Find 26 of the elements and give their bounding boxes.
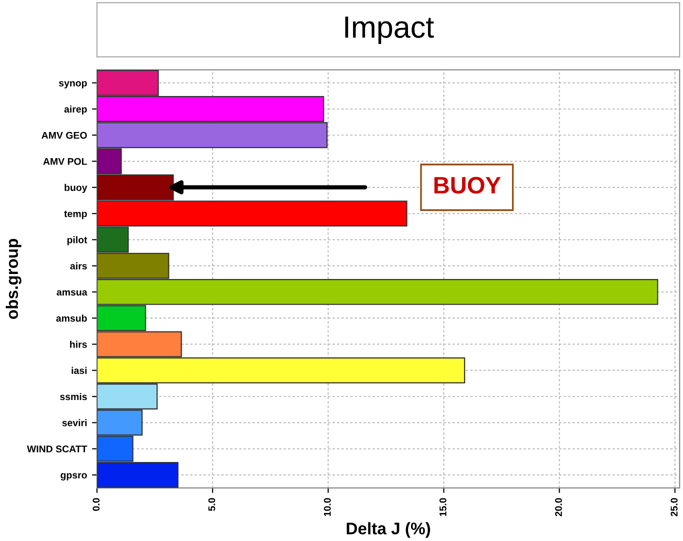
- y-tick-label: iasi: [72, 366, 87, 374]
- y-tick-label: gpsro: [60, 473, 87, 480]
- y-tick-label: amsua: [56, 290, 88, 296]
- x-tick-label: 5.0: [208, 498, 216, 511]
- y-tick-label: airep: [64, 105, 87, 115]
- y-tick-label: AMV POL: [43, 158, 87, 165]
- x-tick-label: 15.0: [439, 498, 446, 516]
- y-tick-label: hirs: [70, 340, 87, 348]
- y-tick-label: airs: [70, 262, 87, 270]
- x-tick-label: 20.0: [555, 498, 562, 516]
- y-tick-label: temp: [64, 210, 87, 220]
- y-tick-label: AMV GEO: [42, 132, 87, 139]
- annotation: BUOY: [434, 176, 501, 194]
- x-axis-title: Delta J (%): [346, 522, 430, 538]
- x-tick-label: 10.0: [324, 498, 331, 516]
- y-tick-label: ssmis: [60, 392, 87, 400]
- x-tick-label: 25.0: [670, 498, 678, 516]
- y-tick-label: buoy: [64, 184, 88, 193]
- y-tick-label: amsub: [56, 314, 87, 322]
- y-tick-label: pilot: [67, 236, 88, 246]
- y-tick-label: synop: [58, 81, 87, 88]
- y-tick-label: seviri: [62, 419, 87, 426]
- chart-title: Impact: [345, 16, 434, 44]
- y-axis-title: obs.group: [6, 238, 22, 319]
- x-tick-label: 0.0: [92, 498, 100, 511]
- y-tick-label: WIND SCATT: [26, 446, 88, 452]
